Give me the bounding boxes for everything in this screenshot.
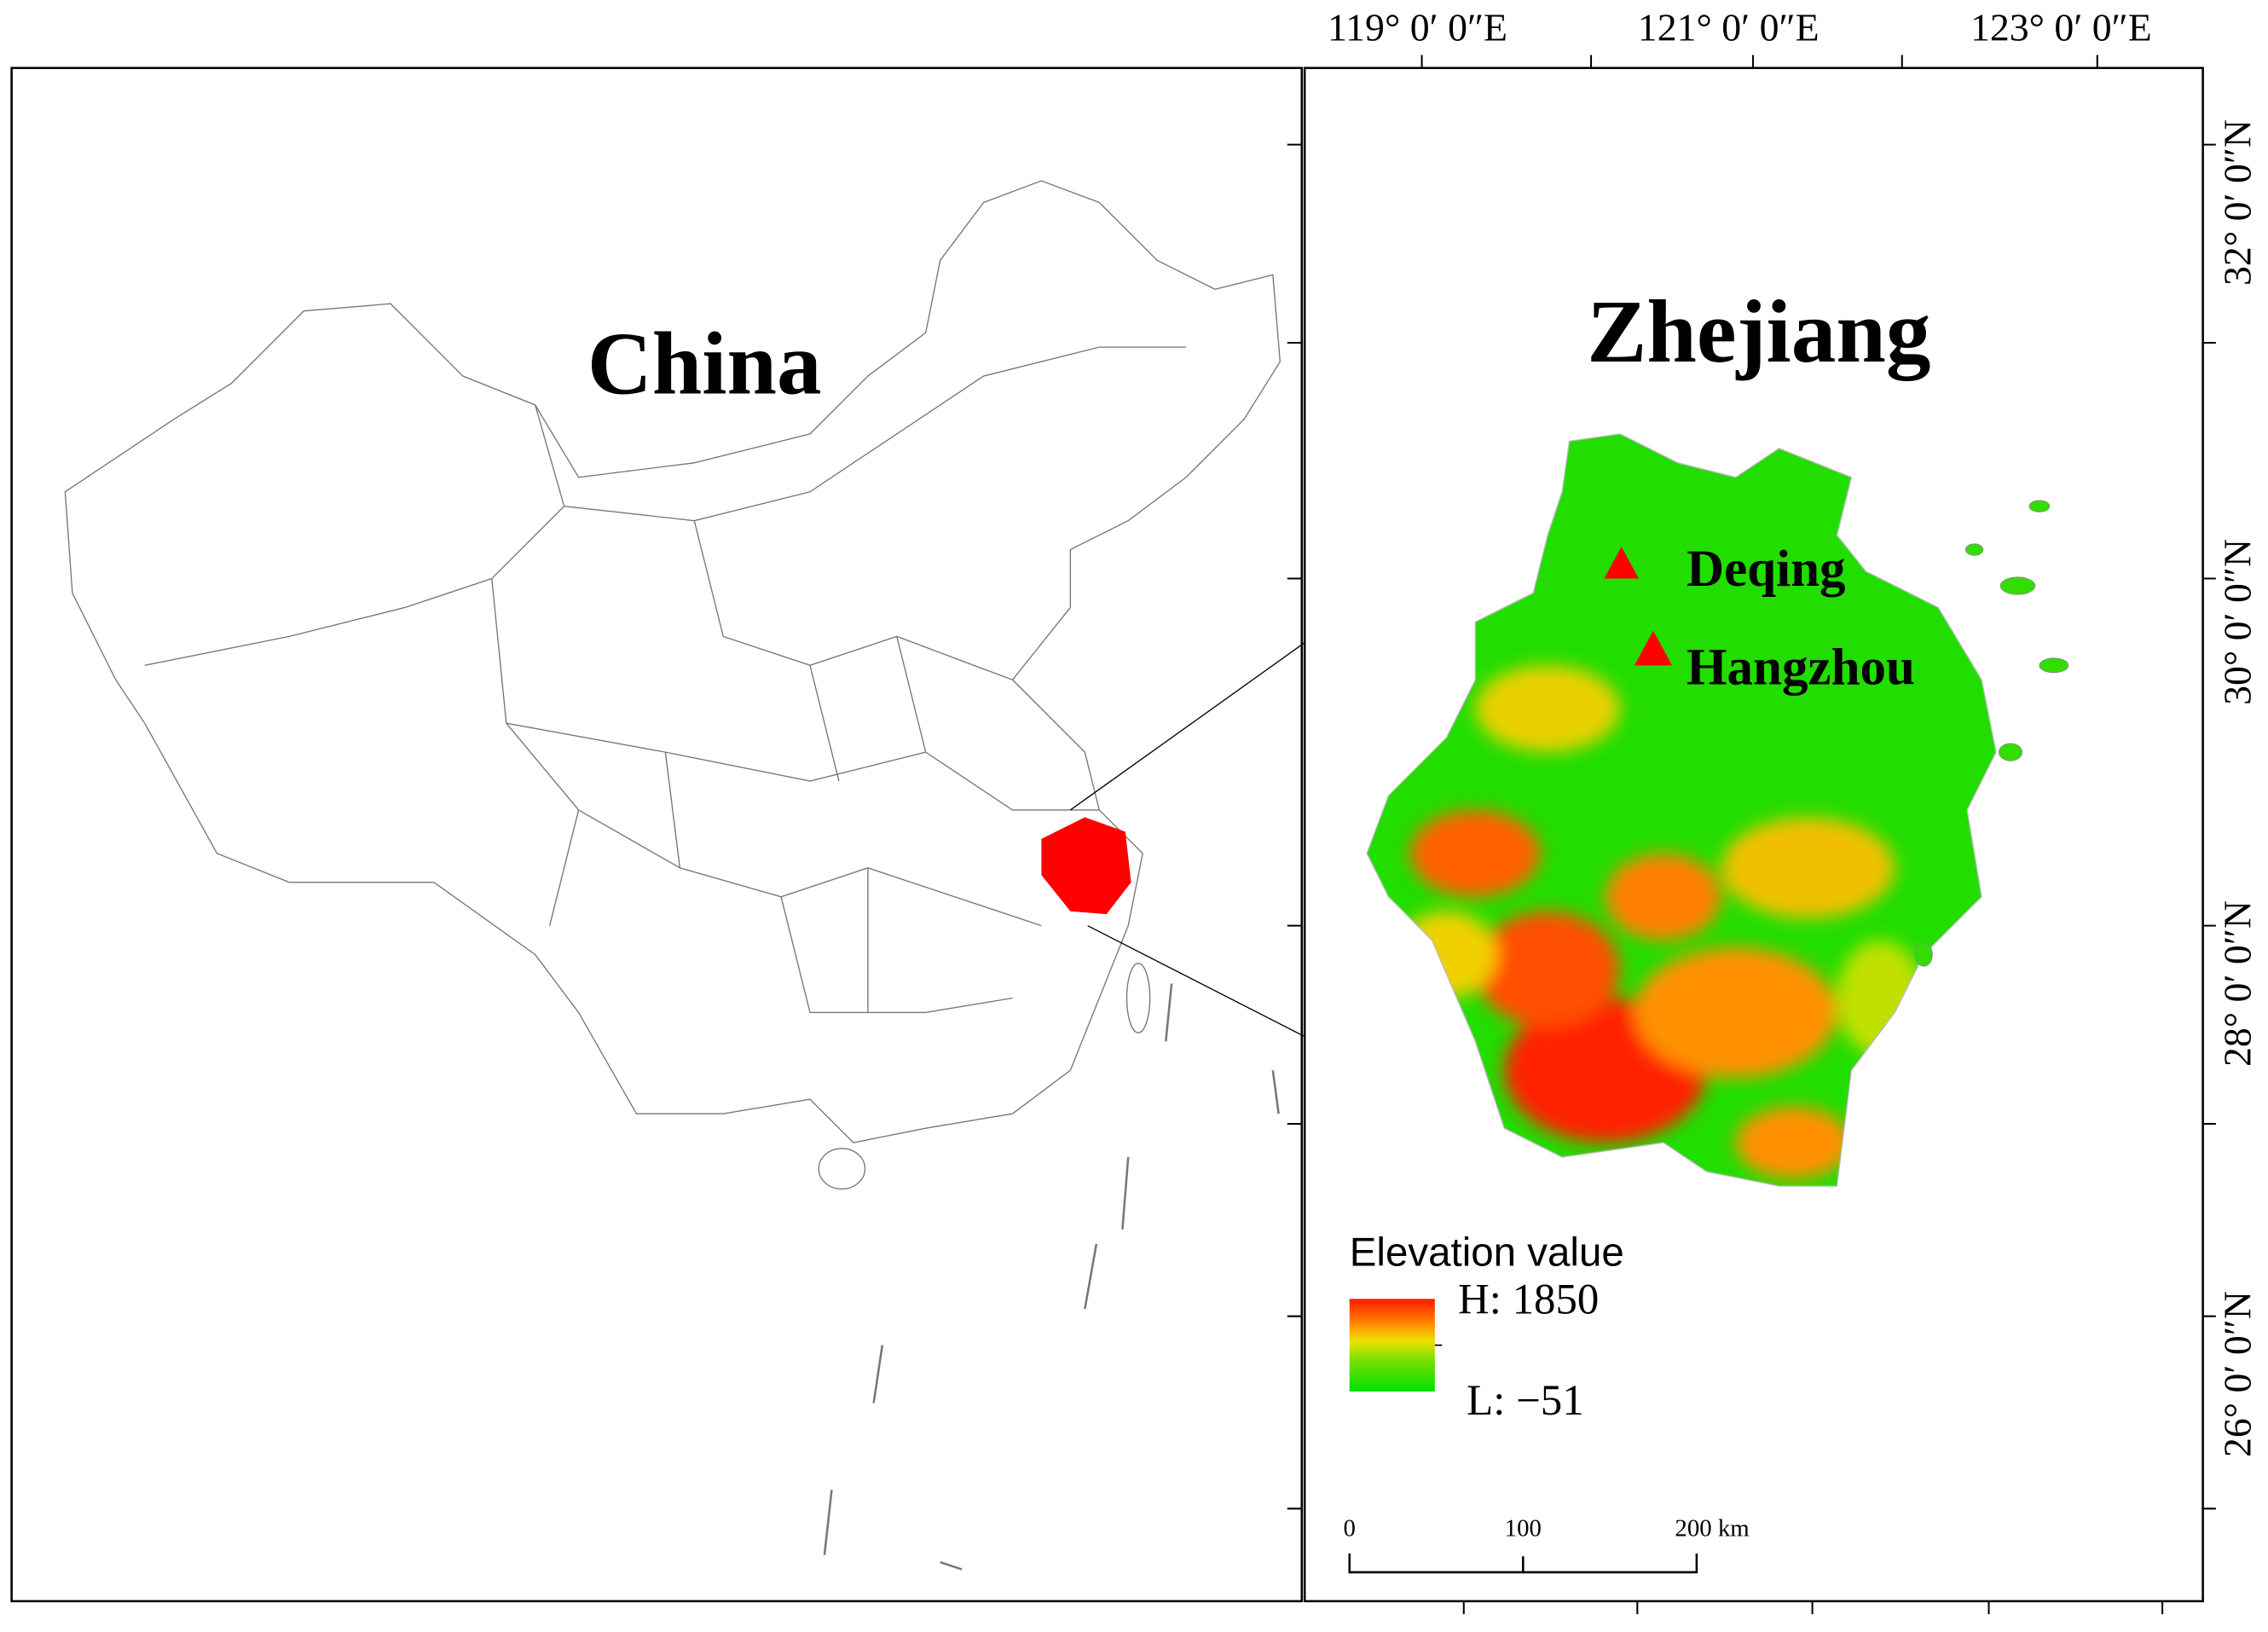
- legend-ramp: [1349, 1299, 1435, 1392]
- scale-label: 100: [1505, 1515, 1542, 1542]
- graticule-ticks: [1287, 55, 2216, 1615]
- longitude-label: 123° 0′ 0″E: [1970, 5, 2152, 49]
- latitude-label: 30° 0′ 0″N: [2216, 539, 2259, 705]
- province-borders: [144, 346, 1187, 1014]
- taiwan: [1125, 963, 1151, 1033]
- longitude-label: 119° 0′ 0″E: [1328, 5, 1507, 49]
- longitude-label: 121° 0′ 0″E: [1638, 5, 1820, 49]
- legend-low: L: −51: [1467, 1377, 1584, 1425]
- site-label: Hangzhou: [1687, 639, 1915, 696]
- nine-dash-line: [823, 983, 1280, 1571]
- latitude-label: 26° 0′ 0″N: [2216, 1291, 2259, 1457]
- zhejiang-label: Zhejiang: [1587, 281, 1930, 381]
- site-marker: [1604, 547, 1640, 579]
- scale-label: 0: [1344, 1515, 1356, 1542]
- legend-high: H: 1850: [1458, 1276, 1599, 1323]
- latitude-label: 28° 0′ 0″N: [2216, 900, 2259, 1067]
- hainan: [818, 1148, 866, 1190]
- scale-label: 200 km: [1675, 1515, 1749, 1542]
- latitude-label: 32° 0′ 0″N: [2216, 119, 2259, 286]
- scale-bar: [1348, 1553, 1698, 1574]
- china-label: China: [587, 313, 822, 413]
- site-marker: [1634, 630, 1673, 666]
- legend-title: Elevation value: [1350, 1230, 1624, 1275]
- site-label: Deqing: [1687, 541, 1846, 598]
- china-outline: [64, 180, 1282, 1143]
- islands: [1914, 500, 2069, 967]
- zhejiang-highlight: [1041, 817, 1131, 915]
